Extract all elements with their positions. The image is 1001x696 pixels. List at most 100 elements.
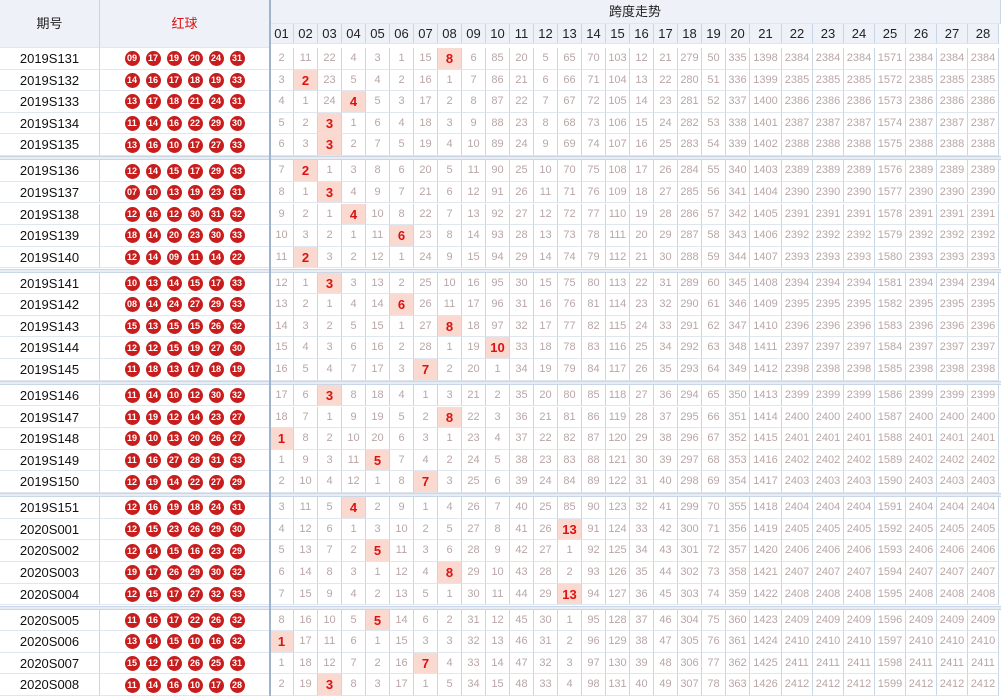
table-row-period[interactable]: 2020S001	[0, 518, 100, 541]
span-miss-cell: 77	[702, 652, 726, 675]
span-miss-cell: 20	[366, 428, 390, 450]
table-row-period[interactable]: 2019S149	[0, 449, 100, 472]
table-row-period[interactable]: 2019S150	[0, 471, 100, 493]
span-miss-cell: 47	[654, 631, 678, 653]
span-miss-cell: 2401	[968, 428, 999, 450]
span-miss-cell: 59	[702, 246, 726, 269]
table-row-period[interactable]: 2019S147	[0, 406, 100, 429]
span-miss-cell: 4	[318, 471, 342, 493]
span-miss-cell: 33	[534, 674, 558, 696]
table-row-period[interactable]: 2020S004	[0, 583, 100, 606]
table-row-period[interactable]: 2019S151	[0, 497, 100, 519]
table-row-period[interactable]: 2019S133	[0, 91, 100, 113]
span-header-12: 12	[534, 24, 558, 44]
span-miss-cell: 304	[678, 609, 702, 632]
span-miss-cell: 2389	[937, 160, 968, 182]
span-miss-cell: 87	[486, 91, 510, 113]
red-ball-cell: 14 16 17 18 19 33	[100, 69, 270, 92]
table-row-period[interactable]: 2020S005	[0, 609, 100, 632]
span-miss-cell: 2	[558, 562, 582, 584]
span-miss-cell: 2399	[906, 384, 937, 407]
span-miss-cell: 303	[678, 583, 702, 606]
table-row-period[interactable]: 2019S136	[0, 160, 100, 182]
table-row-period[interactable]: 2020S002	[0, 540, 100, 562]
span-miss-cell: 90	[486, 160, 510, 182]
span-header-19: 19	[702, 24, 726, 44]
red-ball: 13	[145, 275, 161, 291]
span-miss-cell: 2	[342, 134, 366, 156]
span-miss-cell: 38	[510, 449, 534, 472]
span-miss-cell: 9	[486, 540, 510, 562]
span-miss-cell: 2409	[968, 609, 999, 632]
red-ball: 22	[187, 612, 203, 628]
span-miss-cell: 286	[678, 203, 702, 226]
red-ball: 11	[124, 677, 140, 693]
span-miss-cell: 74	[558, 246, 582, 269]
red-ball: 27	[187, 297, 203, 313]
table-row-period[interactable]: 2019S132	[0, 69, 100, 92]
red-ball: 17	[145, 51, 161, 67]
table-row-period[interactable]: 2019S138	[0, 203, 100, 226]
table-row-period[interactable]: 2020S006	[0, 631, 100, 653]
red-ball: 15	[187, 319, 203, 335]
span-miss-cell: 281	[678, 91, 702, 113]
span-miss-cell: 18	[534, 337, 558, 359]
red-ball: 15	[145, 586, 161, 602]
table-row-period[interactable]: 2019S134	[0, 112, 100, 135]
span-miss-cell: 2410	[844, 631, 875, 653]
span-miss-cell: 1424	[750, 631, 782, 653]
span-miss-cell: 1	[390, 48, 414, 70]
table-row-period[interactable]: 2019S141	[0, 272, 100, 295]
span-miss-cell: 25	[534, 497, 558, 519]
table-row-period[interactable]: 2019S146	[0, 384, 100, 407]
table-row-period[interactable]: 2019S148	[0, 428, 100, 450]
red-ball-cell: 10 13 14 15 17 33	[100, 272, 270, 295]
red-ball: 16	[208, 634, 224, 650]
span-miss-cell: 127	[606, 583, 630, 606]
table-row-period[interactable]: 2020S008	[0, 674, 100, 696]
span-miss-cell: 25	[462, 471, 486, 493]
span-miss-cell: 1593	[875, 540, 906, 562]
span-miss-cell: 86	[486, 69, 510, 92]
span-miss-cell: 358	[726, 562, 750, 584]
span-miss-cell: 21	[630, 246, 654, 269]
span-miss-cell: 39	[510, 471, 534, 493]
span-miss-cell: 13	[486, 631, 510, 653]
span-miss-cell: 80	[558, 384, 582, 407]
span-miss-cell: 111	[606, 225, 630, 247]
red-ball: 18	[187, 72, 203, 88]
red-ball: 27	[208, 340, 224, 356]
table-row-period[interactable]: 2019S144	[0, 337, 100, 359]
span-miss-cell: 32	[534, 652, 558, 675]
span-miss-cell: 355	[726, 497, 750, 519]
span-miss-cell: 2411	[844, 652, 875, 675]
span-miss-cell: 8	[438, 225, 462, 247]
table-row-period[interactable]: 2019S140	[0, 246, 100, 269]
span-miss-cell: 6	[318, 518, 342, 541]
span-miss-cell: 17	[414, 91, 438, 113]
span-miss-cell: 2403	[906, 471, 937, 493]
span-miss-cell: 2384	[782, 48, 813, 70]
span-miss-cell: 7	[486, 497, 510, 519]
span-miss-cell: 28	[534, 562, 558, 584]
table-row-period[interactable]: 2019S137	[0, 181, 100, 204]
span-miss-cell: 6	[366, 112, 390, 135]
table-row-period[interactable]: 2019S142	[0, 294, 100, 316]
table-row-period[interactable]: 2020S007	[0, 652, 100, 675]
table-row-period[interactable]: 2019S143	[0, 315, 100, 338]
red-ball-cell: 11 16 27 28 31 33	[100, 449, 270, 472]
span-miss-cell: 10	[438, 272, 462, 295]
red-ball: 18	[208, 362, 224, 378]
span-miss-cell: 69	[558, 134, 582, 156]
table-row-period[interactable]: 2019S145	[0, 359, 100, 381]
red-ball: 26	[187, 522, 203, 538]
span-miss-cell: 2405	[813, 518, 844, 541]
span-miss-cell: 47	[510, 652, 534, 675]
table-row-period[interactable]: 2020S003	[0, 562, 100, 584]
table-row-period[interactable]: 2019S135	[0, 134, 100, 156]
red-ball-cell: 11 19 12 14 23 27	[100, 406, 270, 429]
span-miss-cell: 9	[294, 449, 318, 472]
span-miss-cell: 91	[582, 518, 606, 541]
table-row-period[interactable]: 2019S139	[0, 225, 100, 247]
table-row-period[interactable]: 2019S131	[0, 48, 100, 70]
